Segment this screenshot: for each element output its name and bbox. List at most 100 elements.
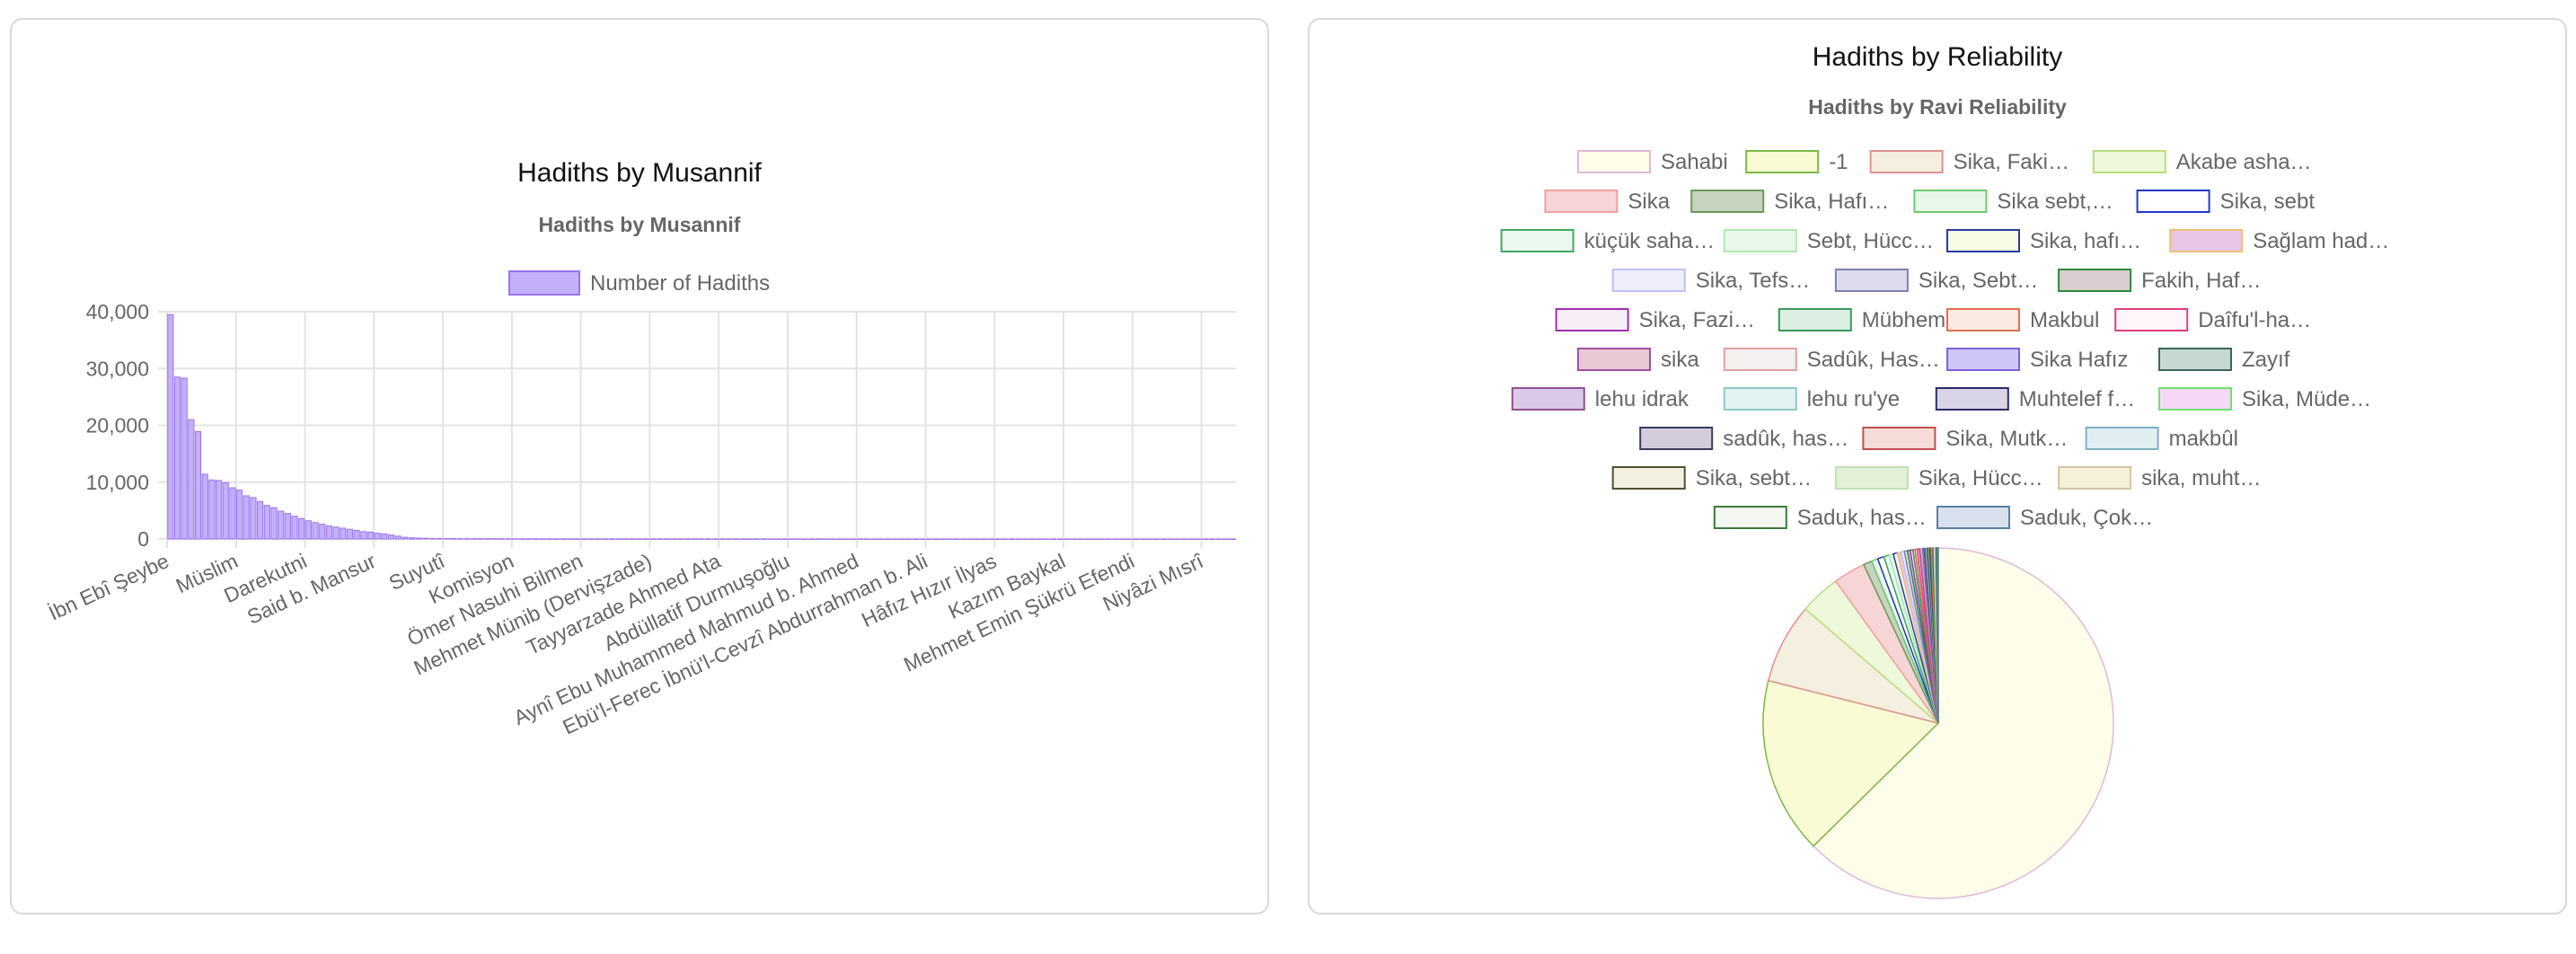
bar[interactable] [904,538,912,540]
bar[interactable] [987,538,995,540]
bar[interactable] [284,513,291,540]
bar[interactable] [711,538,719,540]
bar[interactable] [298,517,305,540]
bar[interactable] [1056,538,1063,540]
pie-legend-item[interactable]: -1 [1745,150,1848,174]
bar[interactable] [560,538,568,540]
pie-legend-item[interactable]: Muhtelef f… [1935,387,2135,411]
bar[interactable] [719,538,726,540]
bar[interactable] [580,538,588,540]
bar[interactable] [1043,538,1050,540]
bar[interactable] [670,538,677,540]
bar[interactable] [1036,538,1043,540]
pie-legend-item[interactable]: Sika, Tefs… [1611,269,1811,293]
bar[interactable] [1174,538,1181,540]
bar[interactable] [1001,538,1009,540]
bar[interactable] [629,538,636,540]
bar[interactable] [698,538,705,540]
pie-slice[interactable] [1762,679,1940,847]
bar[interactable] [291,516,298,540]
bar[interactable] [346,528,354,540]
pie-legend-item[interactable]: Sika, Hafı… [1690,190,1889,214]
bar[interactable] [677,538,684,540]
pie-legend-item[interactable]: Sika Hafız [1946,348,2128,372]
bar[interactable] [966,538,974,540]
bar[interactable] [1091,538,1098,540]
bar[interactable] [1201,538,1209,540]
bar[interactable] [173,376,181,540]
bar[interactable] [822,538,829,540]
bar[interactable] [1195,538,1202,540]
pie-legend-item[interactable]: Sika, Faki… [1869,150,2069,174]
bar[interactable] [994,538,1001,540]
bar[interactable] [739,538,746,540]
bar[interactable] [325,525,332,540]
bar[interactable] [456,538,463,540]
pie-legend-item[interactable]: makbûl [2085,427,2238,451]
bar[interactable] [601,538,609,540]
bar[interactable] [981,538,988,540]
bar[interactable] [705,538,712,540]
pie-legend-item[interactable]: Sağlam had… [2169,229,2389,253]
bar[interactable] [319,524,326,540]
bar[interactable] [615,538,622,540]
pie-legend-item[interactable]: Mübhem [1778,308,1945,332]
bar[interactable] [788,538,795,540]
bar[interactable] [312,522,319,540]
bar[interactable] [1125,538,1133,540]
bar[interactable] [491,538,498,540]
bar[interactable] [188,419,195,540]
bar[interactable] [471,538,478,540]
bar[interactable] [450,538,457,540]
pie-legend-item[interactable]: Saduk, has… [1713,506,1927,530]
bar[interactable] [726,538,733,540]
bar[interactable] [684,538,692,540]
bar[interactable] [1133,538,1140,540]
bar[interactable] [946,538,953,540]
bar[interactable] [891,538,898,540]
pie-legend-item[interactable]: Sika, hafı… [1946,229,2141,253]
bar[interactable] [649,538,657,540]
bar[interactable] [167,314,174,540]
bar[interactable] [1229,538,1236,540]
bar[interactable] [1105,538,1112,540]
bar[interactable] [1022,538,1029,540]
bar[interactable] [932,538,940,540]
bar[interactable] [498,538,505,540]
bar[interactable] [1118,538,1125,540]
bar[interactable] [636,538,643,540]
bar[interactable] [401,536,409,540]
bar[interactable] [587,538,595,540]
bar[interactable] [278,510,285,540]
pie-legend-item[interactable]: Sika [1544,190,1671,214]
bar[interactable] [546,538,553,540]
bar[interactable] [263,505,270,540]
bar[interactable] [974,538,981,540]
bar[interactable] [360,531,367,540]
pie-legend-item[interactable]: Makbul [1946,308,2099,332]
bar[interactable] [1008,538,1016,540]
pie-legend-item[interactable]: sadûk, has… [1639,427,1848,451]
bar[interactable] [664,538,671,540]
bar[interactable] [463,538,471,540]
pie-slice[interactable] [1812,547,2114,899]
bar[interactable] [518,538,525,540]
bar[interactable] [381,533,388,540]
bar[interactable] [691,538,698,540]
bar[interactable] [429,537,437,540]
bar[interactable] [1063,538,1071,540]
bar[interactable] [842,538,850,540]
pie-legend-item[interactable]: Daîfu'l-ha… [2114,308,2311,332]
bar[interactable] [250,497,257,540]
bar[interactable] [201,473,208,540]
bar[interactable] [878,538,885,540]
bar[interactable] [1187,538,1195,540]
pie-legend-item[interactable]: sika, muht… [2058,466,2261,490]
bar[interactable] [408,537,416,540]
bar[interactable] [1208,538,1215,540]
pie-legend-item[interactable]: Sika, Hücc… [1834,466,2043,490]
bar[interactable] [1077,538,1084,540]
bar[interactable] [181,377,188,540]
bar[interactable] [808,538,816,540]
bar[interactable] [270,507,278,540]
